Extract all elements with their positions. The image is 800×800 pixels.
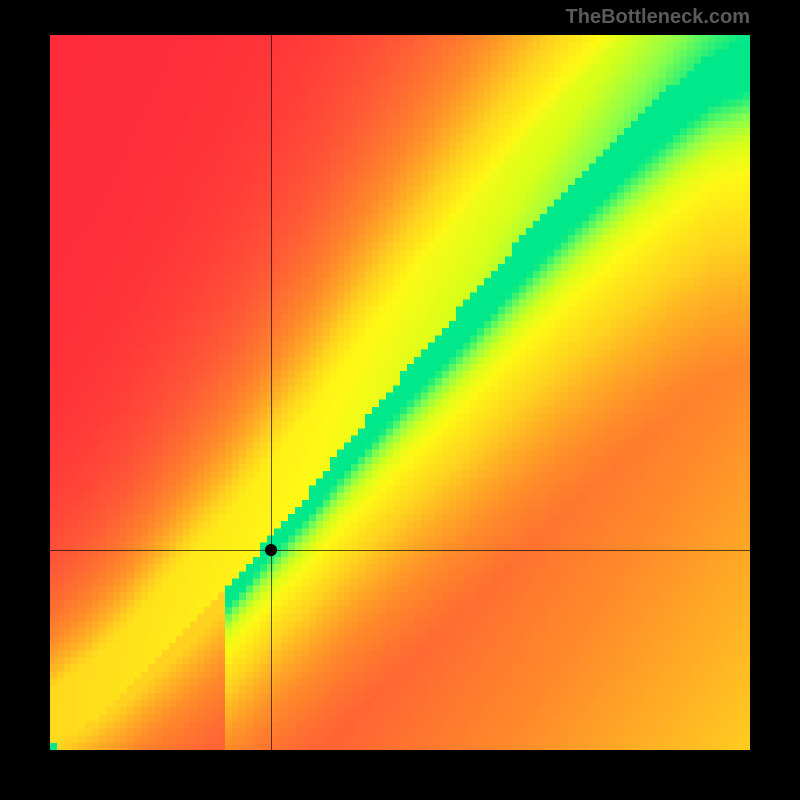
selection-marker — [265, 544, 277, 556]
crosshair-horizontal — [50, 550, 750, 551]
crosshair-vertical — [271, 35, 272, 750]
watermark-text: TheBottleneck.com — [566, 6, 750, 29]
heatmap-plot — [50, 35, 750, 750]
heatmap-canvas — [50, 35, 750, 750]
